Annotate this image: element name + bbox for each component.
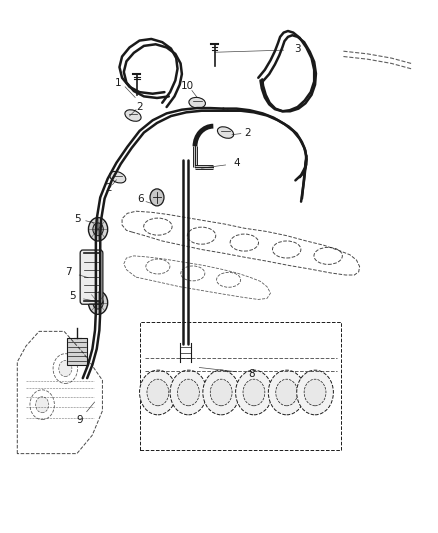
Ellipse shape — [110, 172, 126, 183]
Text: 6: 6 — [137, 194, 144, 204]
Circle shape — [297, 370, 333, 415]
Circle shape — [88, 217, 108, 241]
Circle shape — [304, 379, 326, 406]
Circle shape — [88, 291, 108, 314]
FancyBboxPatch shape — [80, 250, 103, 304]
Bar — [141, 322, 341, 450]
Ellipse shape — [314, 247, 343, 264]
Ellipse shape — [144, 218, 172, 235]
Text: 2: 2 — [136, 102, 143, 112]
Circle shape — [30, 390, 54, 419]
Ellipse shape — [180, 359, 191, 366]
Circle shape — [276, 379, 297, 406]
Circle shape — [93, 296, 103, 309]
Text: 1: 1 — [115, 78, 122, 88]
Ellipse shape — [189, 98, 205, 108]
Text: 10: 10 — [181, 81, 194, 91]
Ellipse shape — [217, 127, 233, 138]
Circle shape — [236, 370, 272, 415]
Circle shape — [59, 361, 72, 376]
Ellipse shape — [187, 227, 216, 244]
Ellipse shape — [230, 234, 258, 251]
Ellipse shape — [125, 110, 141, 122]
Circle shape — [170, 370, 207, 415]
Ellipse shape — [146, 259, 170, 274]
Circle shape — [177, 379, 199, 406]
Text: 8: 8 — [248, 369, 255, 379]
Circle shape — [35, 397, 49, 413]
Circle shape — [210, 379, 232, 406]
Circle shape — [243, 379, 265, 406]
Ellipse shape — [180, 340, 191, 346]
Circle shape — [93, 223, 103, 236]
Text: 5: 5 — [69, 290, 76, 301]
Text: 3: 3 — [294, 44, 301, 54]
Text: 7: 7 — [65, 267, 72, 277]
Circle shape — [268, 370, 305, 415]
Text: 9: 9 — [76, 415, 83, 425]
Ellipse shape — [272, 241, 301, 258]
Text: 4: 4 — [233, 158, 240, 168]
Circle shape — [147, 379, 169, 406]
Bar — [67, 338, 87, 365]
Ellipse shape — [217, 272, 240, 287]
Text: 2: 2 — [244, 127, 251, 138]
Ellipse shape — [181, 266, 205, 281]
Circle shape — [203, 370, 240, 415]
Text: 5: 5 — [74, 214, 81, 224]
Circle shape — [140, 370, 176, 415]
Circle shape — [150, 189, 164, 206]
Text: 2: 2 — [106, 183, 112, 193]
Circle shape — [53, 354, 78, 383]
